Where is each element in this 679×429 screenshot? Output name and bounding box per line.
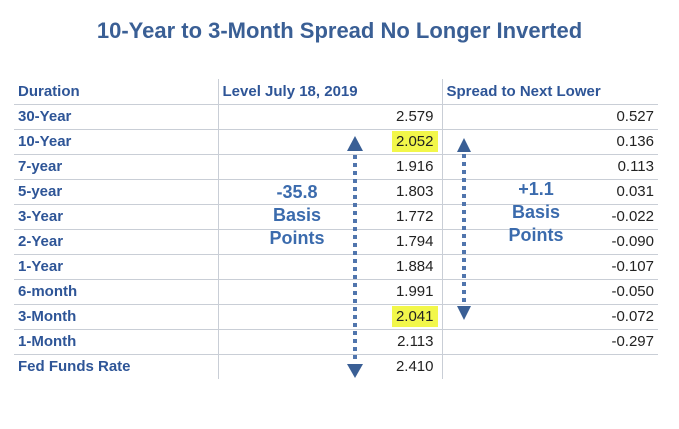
table-row: Fed Funds Rate 2.410 [14, 354, 658, 379]
duration-cell: 1-Year [14, 254, 218, 280]
level-value: 1.803 [395, 183, 434, 200]
level-cell: 2.041 [217, 304, 442, 330]
level-value: 1.916 [395, 158, 434, 175]
spread-cell: -0.090 [441, 229, 658, 255]
table-row: 10-Year 2.052 0.136 [14, 129, 658, 155]
level-cell: 1.772 [217, 204, 442, 230]
level-cell: 2.052 [217, 129, 442, 155]
table-row: 2-Year 1.794 -0.090 [14, 229, 658, 255]
table-row: 3-Month 2.041 -0.072 [14, 304, 658, 330]
level-value: 2.579 [395, 108, 434, 125]
table-row: 5-year 1.803 0.031 [14, 179, 658, 205]
header-level: Level July 18, 2019 [217, 79, 442, 105]
duration-cell: 3-Month [14, 304, 218, 330]
right-note-unit-1: Basis [511, 202, 561, 222]
level-cell: 1.803 [217, 179, 442, 205]
spread-cell: -0.107 [441, 254, 658, 280]
page-title: 10-Year to 3-Month Spread No Longer Inve… [96, 18, 583, 43]
dotted-double-arrow-icon [457, 138, 471, 320]
level-cell: 1.884 [217, 254, 442, 280]
duration-cell: 1-Month [14, 329, 218, 355]
table-row: 1-Year 1.884 -0.107 [14, 254, 658, 280]
table-header-row: Duration Level July 18, 2019 Spread to N… [14, 79, 658, 105]
yield-table: Duration Level July 18, 2019 Spread to N… [14, 79, 658, 379]
level-value: 2.410 [395, 358, 434, 376]
header-duration: Duration [14, 79, 218, 105]
spread-cell: 0.136 [441, 129, 658, 155]
level-value: 1.794 [395, 233, 434, 250]
spread-cell [441, 354, 658, 379]
table-row: 30-Year 2.579 0.527 [14, 104, 658, 130]
left-note-unit-2: Points [269, 228, 325, 248]
spread-cell: -0.297 [441, 329, 658, 355]
level-value: 2.113 [397, 333, 434, 350]
left-note-unit-1: Basis [272, 205, 322, 225]
highlighted-level-value: 2.041 [391, 306, 438, 327]
duration-cell: 5-year [14, 179, 218, 205]
duration-cell: 10-Year [14, 129, 218, 155]
level-cell: 2.113 [217, 329, 442, 355]
table-row: 7-year 1.916 0.113 [14, 154, 658, 180]
table-row: 1-Month 2.113 -0.297 [14, 329, 658, 355]
level-cell: 2.579 [217, 104, 442, 130]
level-value: 1.884 [395, 258, 434, 275]
header-spread: Spread to Next Lower [441, 79, 658, 105]
left-spread-note: -35.8 Basis Points [252, 181, 342, 250]
duration-cell: 2-Year [14, 229, 218, 255]
level-cell: 2.410 [217, 354, 442, 379]
right-spread-note: +1.1 Basis Points [496, 178, 576, 247]
spread-cell: -0.022 [441, 204, 658, 230]
duration-cell: 6-month [14, 279, 218, 305]
right-note-unit-2: Points [508, 225, 564, 245]
dotted-double-arrow-icon [347, 136, 363, 378]
highlighted-level-value: 2.052 [391, 131, 438, 152]
right-note-value: +1.1 [518, 179, 554, 199]
table-row: 6-month 1.991 -0.050 [14, 279, 658, 305]
table-row: 3-Year 1.772 -0.022 [14, 204, 658, 230]
spread-cell: 0.031 [441, 179, 658, 205]
duration-cell: 30-Year [14, 104, 218, 130]
spread-cell: -0.072 [441, 304, 658, 330]
level-value: 1.772 [395, 208, 434, 225]
level-cell: 1.916 [217, 154, 442, 180]
level-cell: 1.794 [217, 229, 442, 255]
left-note-value: -35.8 [276, 182, 318, 202]
spread-cell: 0.527 [441, 104, 658, 130]
spread-cell: 0.113 [441, 154, 658, 180]
duration-cell: Fed Funds Rate [18, 358, 131, 376]
duration-cell: 3-Year [14, 204, 218, 230]
duration-cell: 7-year [14, 154, 218, 180]
spread-cell: -0.050 [441, 279, 658, 305]
level-cell: 1.991 [217, 279, 442, 305]
level-value: 1.991 [395, 283, 434, 300]
